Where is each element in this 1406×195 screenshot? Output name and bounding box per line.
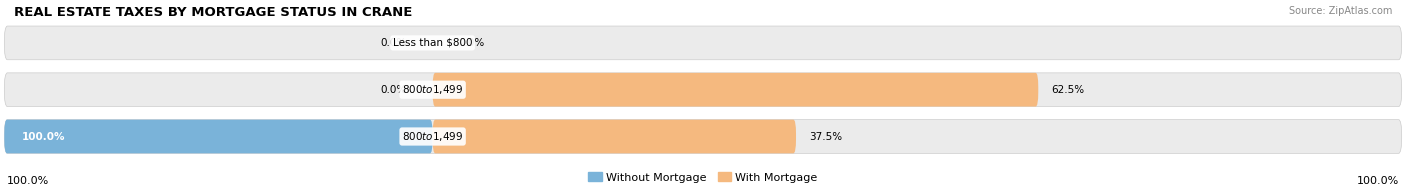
Text: 37.5%: 37.5% xyxy=(808,131,842,142)
Text: 0.0%: 0.0% xyxy=(381,38,406,48)
Text: $800 to $1,499: $800 to $1,499 xyxy=(402,130,463,143)
Text: Source: ZipAtlas.com: Source: ZipAtlas.com xyxy=(1288,6,1392,16)
FancyBboxPatch shape xyxy=(433,120,796,153)
FancyBboxPatch shape xyxy=(4,73,1402,106)
Text: Less than $800: Less than $800 xyxy=(392,38,472,48)
Legend: Without Mortgage, With Mortgage: Without Mortgage, With Mortgage xyxy=(588,172,818,183)
Text: $800 to $1,499: $800 to $1,499 xyxy=(402,83,463,96)
Text: 100.0%: 100.0% xyxy=(7,176,49,185)
Text: 100.0%: 100.0% xyxy=(1357,176,1399,185)
Text: 0.0%: 0.0% xyxy=(458,38,485,48)
Text: 0.0%: 0.0% xyxy=(381,85,406,95)
FancyBboxPatch shape xyxy=(4,120,1402,153)
Text: REAL ESTATE TAXES BY MORTGAGE STATUS IN CRANE: REAL ESTATE TAXES BY MORTGAGE STATUS IN … xyxy=(14,6,412,19)
FancyBboxPatch shape xyxy=(433,73,1038,106)
FancyBboxPatch shape xyxy=(4,26,1402,60)
FancyBboxPatch shape xyxy=(4,120,433,153)
Text: 100.0%: 100.0% xyxy=(21,131,65,142)
Text: 62.5%: 62.5% xyxy=(1052,85,1084,95)
